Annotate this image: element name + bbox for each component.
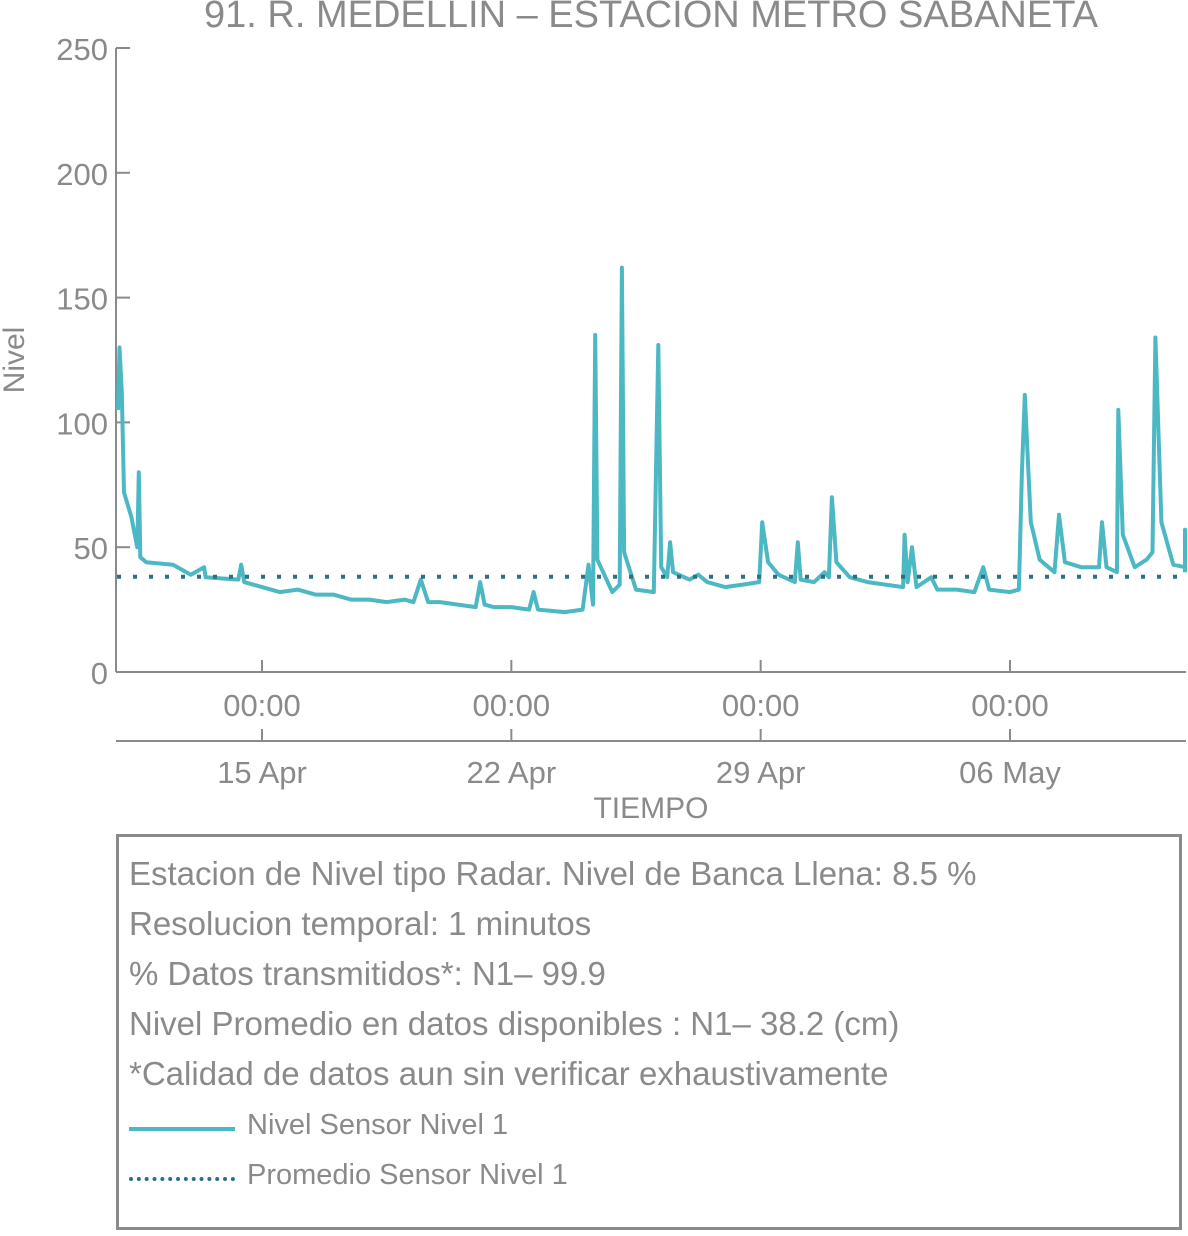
x-tick-label-date: 22 Apr: [467, 755, 557, 790]
x-tick-label-time: 00:00: [473, 688, 551, 723]
x-tick-labels: 00:00 15 Apr 00:00 22 Apr 00:00 29 Apr 00:00 06…: [217, 688, 1061, 790]
info-line-resolution: Resolucion temporal: 1 minutos: [129, 905, 592, 942]
x-tick-label-date: 15 Apr: [217, 755, 307, 790]
legend-swatch-solid: [129, 1127, 235, 1131]
y-tick-labels: 0 50 100 150 200 250: [56, 32, 108, 691]
y-tick-label: 0: [91, 656, 108, 691]
series-lines: [116, 265, 1187, 615]
x-tick-label-time: 00:00: [971, 688, 1049, 723]
legend-swatch-dotted: [129, 1177, 235, 1181]
info-line-transmitted: % Datos transmitidos*: N1– 99.9: [129, 955, 606, 992]
chart-axes: [115, 47, 1186, 742]
info-line-station: Estacion de Nivel tipo Radar. Nivel de B…: [129, 855, 977, 892]
x-tick-label-date: 06 May: [959, 755, 1061, 790]
y-axis-label: Nivel: [0, 327, 31, 394]
legend-label-level: Nivel Sensor Nivel 1: [247, 1109, 509, 1141]
info-line-average: Nivel Promedio en datos disponibles : N1…: [129, 1005, 900, 1042]
x-tick-label-time: 00:00: [722, 688, 800, 723]
x-tick-label-time: 00:00: [223, 688, 301, 723]
series-line-level: [116, 265, 1187, 615]
info-line-quality: *Calidad de datos aun sin verificar exha…: [129, 1055, 889, 1092]
chart-title: 91. R. MEDELLIN – ESTACION METRO SABANET…: [204, 0, 1098, 36]
y-tick-label: 250: [56, 32, 108, 67]
x-tick-label-date: 29 Apr: [716, 755, 806, 790]
x-axis-label: TIEMPO: [593, 792, 708, 825]
y-tick-label: 50: [74, 531, 108, 566]
y-tick-label: 100: [56, 406, 108, 441]
info-box: Estacion de Nivel tipo Radar. Nivel de B…: [116, 834, 1182, 1230]
legend-label-average: Promedio Sensor Nivel 1: [247, 1159, 568, 1191]
y-tick-label: 150: [56, 282, 108, 317]
y-tick-label: 200: [56, 157, 108, 192]
